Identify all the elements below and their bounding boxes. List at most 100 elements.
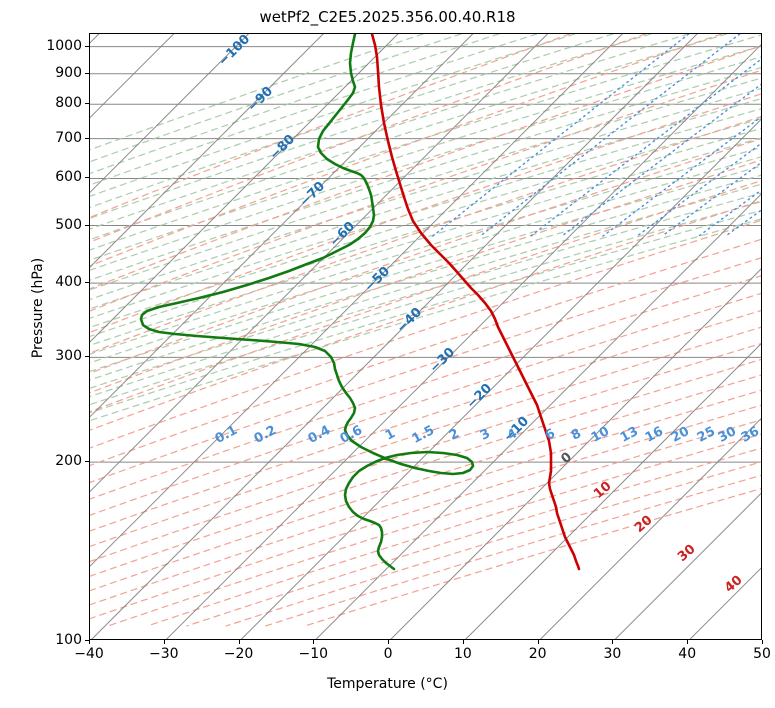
x-tickmark xyxy=(313,640,315,644)
dewpoint-profile-line xyxy=(139,34,475,571)
mixing-ratio-line xyxy=(698,189,761,237)
y-tickmark xyxy=(85,356,89,358)
mixing-ratio-label: 25 xyxy=(695,424,718,446)
y-tickmark xyxy=(85,282,89,284)
moist-adiabat xyxy=(90,137,761,346)
dry-adiabat xyxy=(225,461,761,627)
isotherm xyxy=(315,193,761,639)
x-tick-label: 40 xyxy=(678,646,697,662)
mixing-ratio-label: 30 xyxy=(716,424,739,446)
x-tickmark xyxy=(238,640,240,644)
moist-adiabat xyxy=(90,165,761,373)
moist-adiabat xyxy=(90,34,538,186)
isotherm xyxy=(90,34,324,268)
dry-adiabat xyxy=(90,219,761,449)
moist-adiabat xyxy=(90,34,462,163)
x-tick-label: 10 xyxy=(453,646,472,662)
mixing-ratio-label: 0.2 xyxy=(252,423,279,447)
moist-adiabat xyxy=(90,34,690,230)
isotherm xyxy=(614,492,761,639)
x-tick-label: 0 xyxy=(383,646,393,662)
moist-adiabat xyxy=(90,34,728,241)
x-tickmark xyxy=(89,640,90,644)
dry-adiabat xyxy=(90,358,761,577)
isotherm xyxy=(90,34,623,567)
moist-adiabat xyxy=(90,183,761,389)
x-tickmark xyxy=(537,640,539,644)
x-tick-label: 30 xyxy=(603,646,622,662)
y-tick-label: 300 xyxy=(55,348,82,365)
mixing-ratio-line xyxy=(602,116,761,237)
dry-adiabat xyxy=(90,257,761,484)
isotherm xyxy=(90,34,249,194)
y-tick-label: 200 xyxy=(55,453,82,470)
moist-adiabat xyxy=(90,192,761,398)
y-tick-label: 800 xyxy=(55,95,82,112)
mixing-ratio-line xyxy=(479,34,741,237)
moist-adiabat xyxy=(90,174,761,381)
mixing-ratio-label: 0.4 xyxy=(306,423,333,447)
dry-adiabat xyxy=(90,326,761,548)
isotherm xyxy=(166,44,761,639)
x-tick-label: −10 xyxy=(298,646,329,662)
y-tick-label: 600 xyxy=(55,169,82,186)
dry-adiabat xyxy=(90,275,761,500)
temperature-profile-line xyxy=(370,34,581,571)
isotherm xyxy=(90,34,399,343)
dry-adiabat xyxy=(90,238,761,467)
mixing-ratio-label: 3 xyxy=(478,426,493,443)
moist-adiabat xyxy=(90,118,761,328)
dry-adiabat xyxy=(90,34,571,218)
y-tick-label: 1000 xyxy=(46,37,82,54)
mixing-ratio-label: 0.6 xyxy=(338,423,365,447)
moist-adiabat xyxy=(90,56,761,271)
dry-adiabat xyxy=(265,474,761,627)
mixing-ratio-label: 10 xyxy=(589,424,612,446)
isotherm-label: −50 xyxy=(362,264,393,295)
moist-adiabat xyxy=(90,34,424,151)
isotherm-label: −90 xyxy=(245,84,276,115)
y-tickmark xyxy=(85,103,89,105)
y-tick-label: 900 xyxy=(55,64,82,81)
skewt-canvas: −100−90−80−70−60−50−40−30−20−100.1 0.2 0.4… xyxy=(90,34,761,639)
dry-adiabat-label: 40 xyxy=(722,573,746,596)
dry-adiabat xyxy=(90,374,761,592)
dry-adiabat xyxy=(107,419,761,627)
x-tickmark xyxy=(762,640,763,644)
x-axis-label: Temperature (°C) xyxy=(327,676,448,692)
dry-adiabat-label: 0 xyxy=(558,450,575,467)
x-tickmark xyxy=(612,640,614,644)
page-title: wetPf2_C2E5.2025.356.00.40.R18 xyxy=(259,8,516,26)
isotherm-label: −30 xyxy=(427,345,458,376)
moist-adiabat xyxy=(90,34,576,197)
moist-adiabat xyxy=(90,66,761,281)
plot-area[interactable]: −100 −90 −80 −70 −60 −50 −40 −30 −20 −10 0.1 0.2 0.4… xyxy=(89,33,762,640)
y-tickmark xyxy=(85,45,89,47)
y-tickmark xyxy=(85,177,89,179)
moist-adiabat xyxy=(90,34,761,251)
y-tickmark xyxy=(85,137,89,139)
isotherm xyxy=(90,34,548,493)
x-tick-label: −20 xyxy=(223,646,254,662)
y-tickmark xyxy=(85,640,89,641)
moist-adiabat xyxy=(90,45,761,261)
isotherm xyxy=(689,567,761,639)
x-tickmark xyxy=(687,640,689,644)
dry-adiabat xyxy=(90,69,761,312)
isotherm xyxy=(539,417,761,639)
dry-adiabat-label: 10 xyxy=(591,479,615,502)
mixing-ratio-label: 1 xyxy=(383,426,398,443)
isotherm xyxy=(91,34,698,639)
isotherm-label: −100 xyxy=(216,34,253,69)
moist-adiabat xyxy=(90,77,761,291)
x-tickmark xyxy=(163,640,165,644)
moist-adiabat xyxy=(90,98,761,310)
x-tickmark xyxy=(388,640,390,644)
dry-adiabat xyxy=(146,433,761,627)
y-tick-label: 500 xyxy=(55,216,82,233)
y-tickmark xyxy=(85,72,89,74)
moist-adiabat xyxy=(90,34,500,175)
moist-adiabat xyxy=(90,156,761,364)
x-tick-label: −40 xyxy=(74,646,104,662)
